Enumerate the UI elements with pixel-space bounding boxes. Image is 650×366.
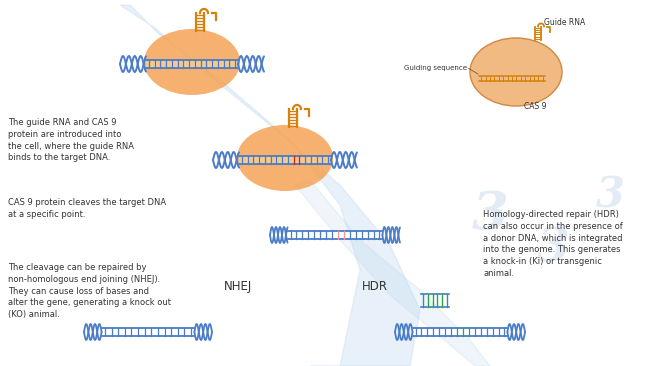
Text: HDR: HDR bbox=[362, 280, 388, 293]
Bar bbox=[239, 156, 331, 164]
Ellipse shape bbox=[237, 125, 333, 191]
Text: The cleavage can be repaired by
non-homologous end joining (NHEJ).
They can caus: The cleavage can be repaired by non-homo… bbox=[8, 263, 171, 319]
Text: Homology-directed repair (HDR)
can also occur in the presence of
a donor DNA, wh: Homology-directed repair (HDR) can also … bbox=[483, 210, 623, 278]
Text: CAS 9 protein cleaves the target DNA
at a specific point.: CAS 9 protein cleaves the target DNA at … bbox=[8, 198, 166, 219]
Bar bbox=[413, 328, 508, 336]
Text: 3: 3 bbox=[472, 190, 508, 240]
Text: 3: 3 bbox=[595, 174, 625, 216]
Bar bbox=[287, 231, 382, 239]
Polygon shape bbox=[120, 5, 420, 366]
Text: 3: 3 bbox=[536, 225, 569, 271]
Text: Guide RNA: Guide RNA bbox=[544, 18, 585, 27]
Bar bbox=[146, 60, 238, 68]
Polygon shape bbox=[295, 180, 490, 366]
Text: CAS 9: CAS 9 bbox=[524, 102, 547, 111]
Text: Guiding sequence: Guiding sequence bbox=[404, 65, 467, 71]
Text: The guide RNA and CAS 9
protein are introduced into
the cell, where the guide RN: The guide RNA and CAS 9 protein are intr… bbox=[8, 118, 134, 163]
Ellipse shape bbox=[470, 38, 562, 106]
Text: NHEJ: NHEJ bbox=[224, 280, 252, 293]
Ellipse shape bbox=[144, 29, 240, 95]
Bar bbox=[101, 328, 194, 336]
